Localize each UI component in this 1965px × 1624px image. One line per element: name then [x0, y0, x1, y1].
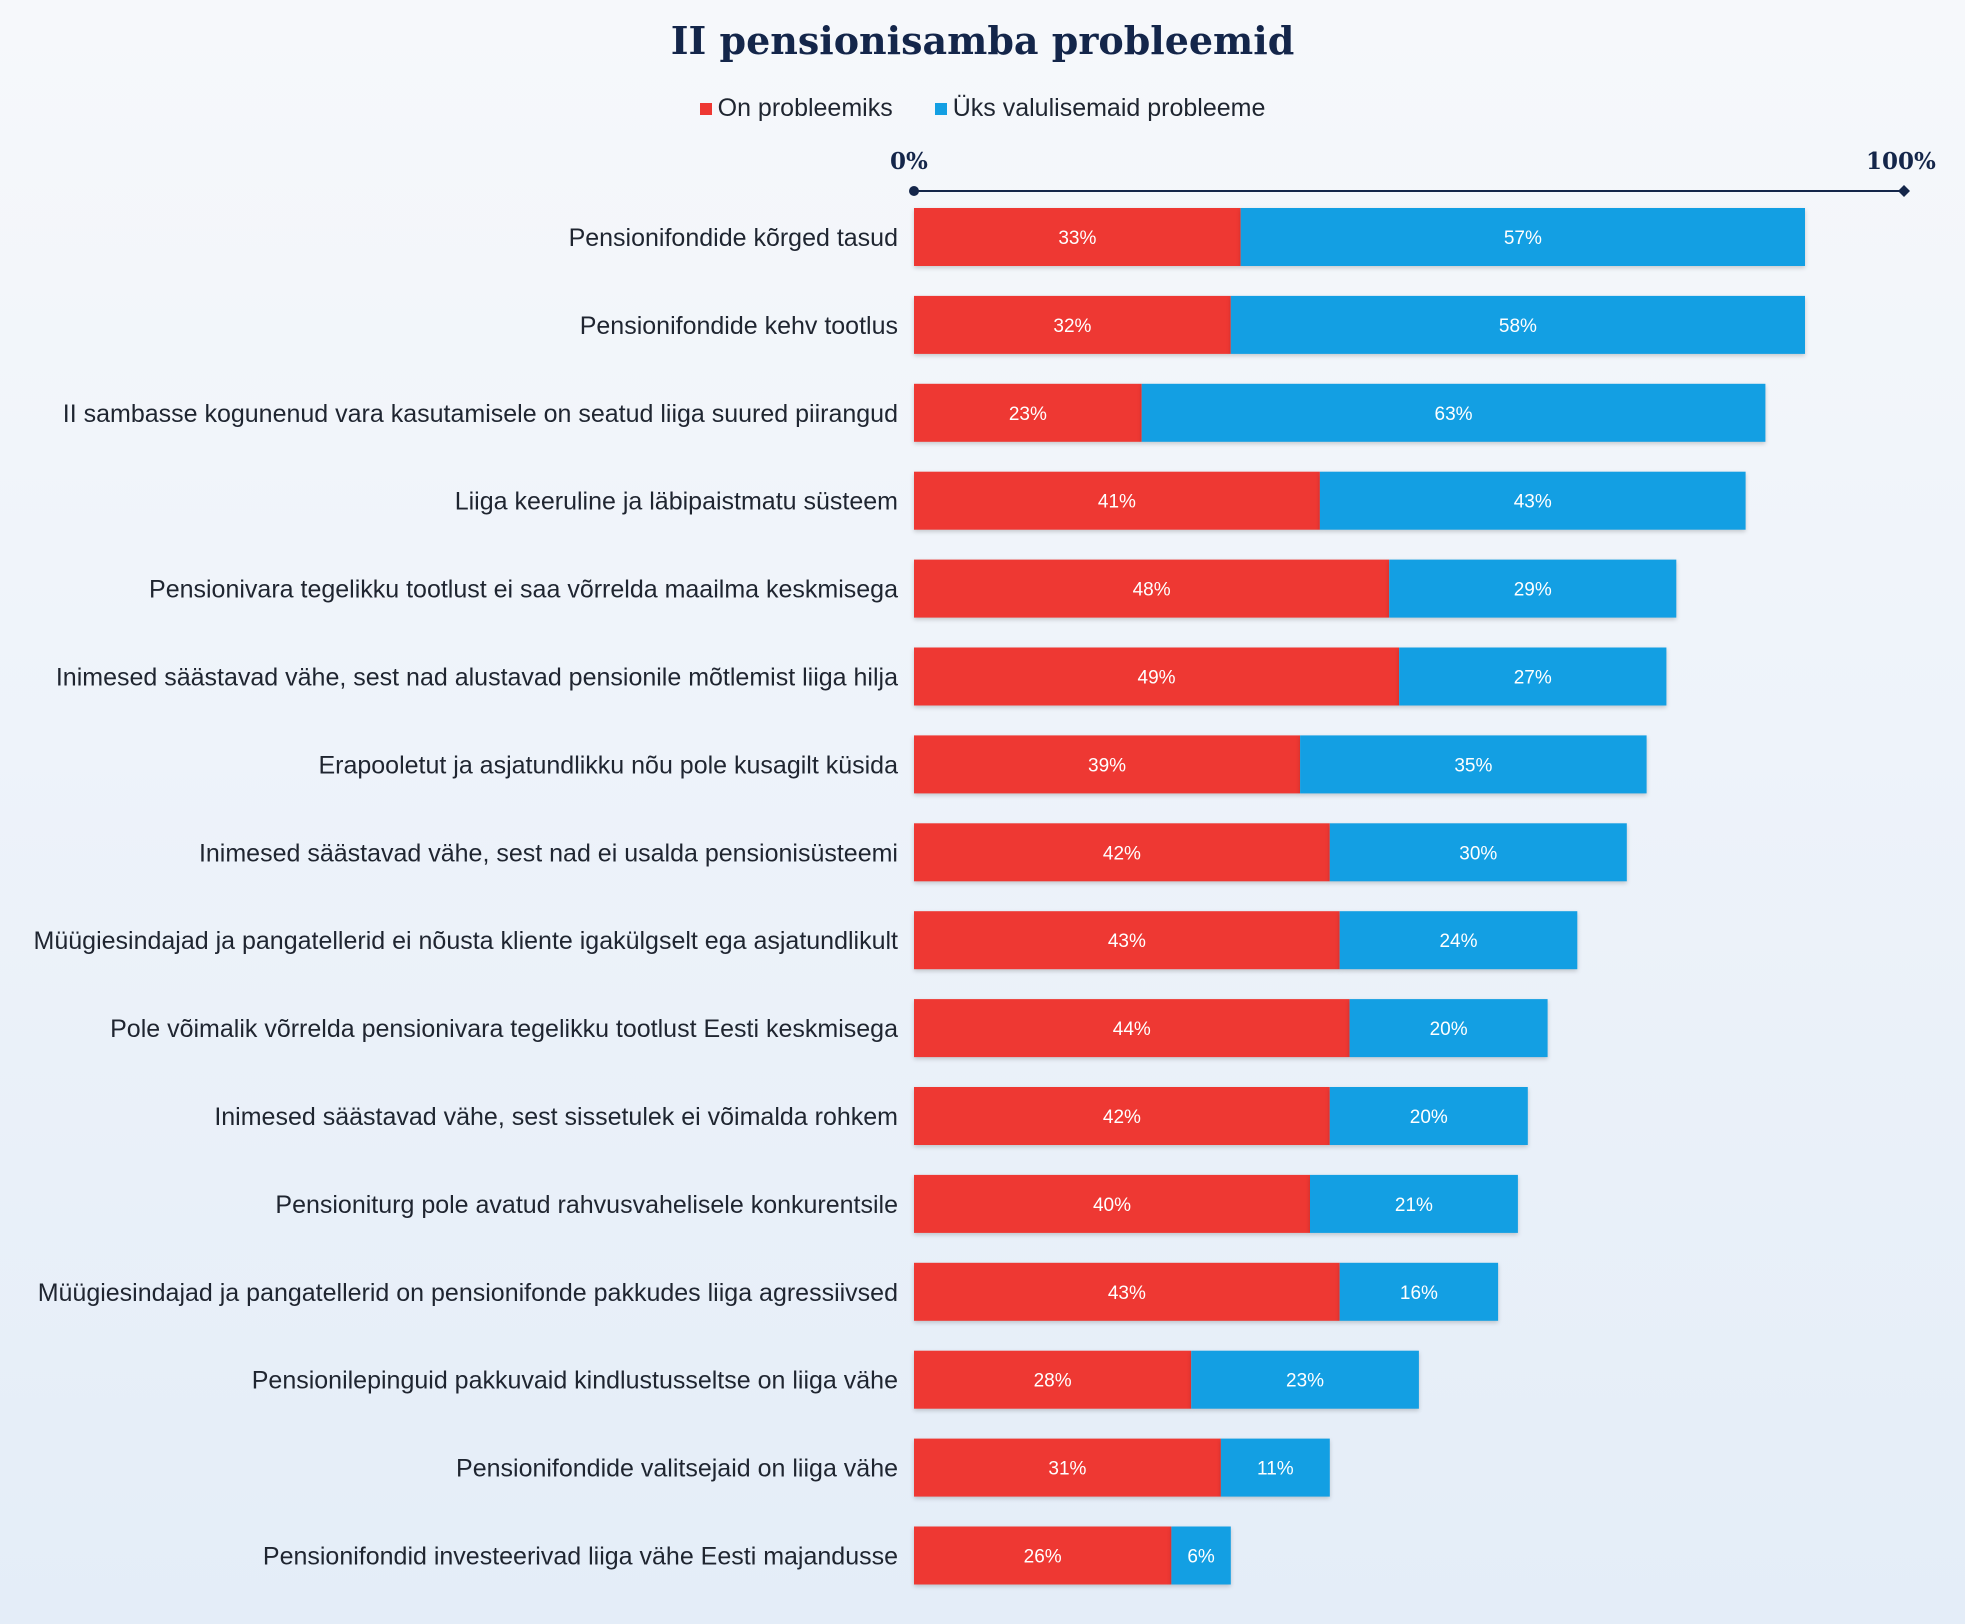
data-label: 42%	[1103, 843, 1141, 864]
category-label: Pensionifondide valitsejaid on liiga väh…	[456, 1455, 898, 1483]
bar-on-probleemiks	[914, 911, 1340, 970]
data-label: 48%	[1133, 580, 1171, 601]
bar-uks-valulisemaid	[1389, 559, 1677, 618]
data-label: 29%	[1514, 580, 1552, 601]
legend-label: On probleemiks	[717, 94, 893, 122]
data-label: 43%	[1108, 931, 1146, 952]
bar-on-probleemiks	[914, 1262, 1340, 1321]
category-label: Inimesed säästavad vähe, sest nad ei usa…	[199, 839, 898, 867]
data-label: 27%	[1514, 668, 1552, 689]
data-label: 20%	[1410, 1107, 1448, 1128]
data-label: 16%	[1400, 1283, 1438, 1304]
data-label: 11%	[1257, 1459, 1294, 1480]
bar-uks-valulisemaid	[1230, 295, 1805, 354]
data-label: 28%	[1034, 1371, 1072, 1392]
legend-swatch-blue	[934, 102, 947, 115]
bar-uks-valulisemaid	[1171, 1526, 1231, 1585]
axis-min-label: 0%	[890, 148, 928, 175]
legend-label: Üks valulisemaid probleeme	[952, 94, 1266, 122]
bar-uks-valulisemaid	[1141, 383, 1766, 442]
bar-uks-valulisemaid	[1349, 999, 1548, 1058]
bar-on-probleemiks	[914, 1087, 1330, 1145]
axis-max-label: 100%	[1866, 148, 1936, 175]
data-label: 35%	[1454, 755, 1492, 776]
data-label: 39%	[1088, 755, 1126, 776]
bar-on-probleemiks	[914, 1350, 1192, 1409]
bar-uks-valulisemaid	[1319, 471, 1746, 530]
bar-on-probleemiks	[914, 999, 1350, 1058]
chart-title: II pensionisamba probleemid	[670, 18, 1295, 63]
data-label: 24%	[1439, 931, 1477, 952]
category-label: Müügiesindajad ja pangatellerid on pensi…	[38, 1279, 898, 1307]
bar-uks-valulisemaid	[1399, 647, 1667, 706]
legend-item-on-probleemiks: On probleemiks	[699, 94, 893, 123]
category-label: Pensionifondid investeerivad liiga vähe …	[263, 1543, 898, 1571]
bar-on-probleemiks	[914, 1174, 1310, 1233]
category-label: Pensioniturg pole avatud rahvusvahelisel…	[275, 1191, 898, 1219]
bar-uks-valulisemaid	[1339, 911, 1578, 970]
bar-on-probleemiks	[914, 471, 1320, 530]
legend-swatch-red	[699, 102, 712, 115]
bar-on-probleemiks	[914, 647, 1400, 706]
bar-uks-valulisemaid	[1300, 735, 1647, 794]
category-label: Inimesed säästavad vähe, sest sissetulek…	[214, 1103, 898, 1131]
bar-uks-valulisemaid	[1339, 1262, 1499, 1321]
data-label: 32%	[1053, 316, 1091, 337]
category-label: II sambasse kogunenud vara kasutamisele …	[63, 400, 898, 428]
data-label: 49%	[1138, 668, 1176, 689]
bar-on-probleemiks	[914, 1438, 1221, 1497]
category-label: Pensionivara tegelikku tootlust ei saa v…	[149, 576, 898, 604]
bar-uks-valulisemaid	[1240, 208, 1805, 266]
x-axis-start-marker	[909, 186, 919, 196]
data-label: 21%	[1395, 1195, 1433, 1216]
bar-on-probleemiks	[914, 823, 1330, 882]
bar-on-probleemiks	[914, 559, 1390, 618]
data-label: 40%	[1093, 1195, 1131, 1216]
bar-uks-valulisemaid	[1310, 1174, 1518, 1233]
bar-on-probleemiks	[914, 208, 1241, 266]
legend-item-uks-valulisemaid: Üks valulisemaid probleeme	[934, 94, 1266, 123]
x-axis-end-marker	[1898, 185, 1910, 197]
data-label: 58%	[1499, 316, 1537, 337]
data-label: 23%	[1286, 1371, 1324, 1392]
bar-uks-valulisemaid	[1191, 1350, 1419, 1409]
bar-uks-valulisemaid	[1220, 1438, 1330, 1497]
data-label: 31%	[1048, 1459, 1086, 1480]
data-label: 43%	[1108, 1283, 1146, 1304]
bar-on-probleemiks	[914, 1526, 1172, 1585]
data-label: 30%	[1459, 843, 1497, 864]
legend: On probleemiks Üks valulisemaid probleem…	[0, 94, 1965, 123]
bar-uks-valulisemaid	[1329, 1087, 1528, 1145]
category-label: Müügiesindajad ja pangatellerid ei nõust…	[34, 927, 899, 955]
bar-on-probleemiks	[914, 383, 1142, 442]
category-label: Erapooletut ja asjatundlikku nõu pole ku…	[318, 751, 898, 779]
data-label: 26%	[1024, 1547, 1062, 1568]
category-label: Inimesed säästavad vähe, sest nad alusta…	[56, 664, 898, 692]
data-label: 41%	[1098, 492, 1136, 513]
data-label: 6%	[1187, 1547, 1215, 1568]
data-label: 23%	[1009, 404, 1047, 425]
data-label: 20%	[1430, 1019, 1468, 1040]
bar-uks-valulisemaid	[1329, 823, 1627, 882]
data-label: 44%	[1113, 1019, 1151, 1040]
data-label: 43%	[1514, 492, 1552, 513]
data-label: 63%	[1435, 404, 1473, 425]
category-label: Pensionifondide kõrged tasud	[569, 224, 898, 252]
category-label: Pensionifondide kehv tootlus	[580, 312, 898, 340]
data-label: 42%	[1103, 1107, 1141, 1128]
bar-on-probleemiks	[914, 295, 1231, 354]
category-label: Pole võimalik võrrelda pensionivara tege…	[110, 1015, 898, 1043]
category-label: Liiga keeruline ja läbipaistmatu süsteem	[455, 488, 898, 516]
data-label: 33%	[1058, 228, 1096, 249]
data-label: 57%	[1504, 228, 1542, 249]
category-label: Pensionilepinguid pakkuvaid kindlustusse…	[252, 1367, 898, 1395]
bar-on-probleemiks	[914, 735, 1301, 794]
